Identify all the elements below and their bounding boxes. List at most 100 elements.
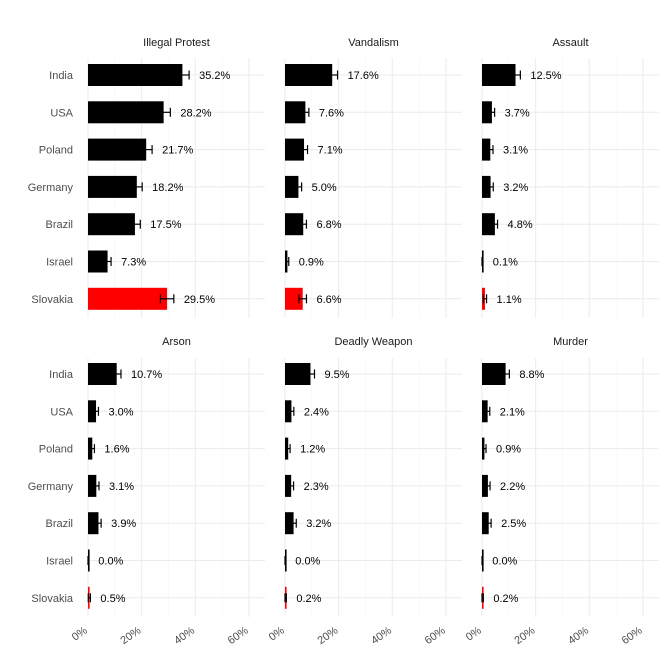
bar-vandalism-germany xyxy=(285,175,299,198)
x-tick-label: 40% xyxy=(369,625,394,648)
error-bar xyxy=(93,481,100,491)
bar-arson-usa xyxy=(88,400,97,423)
data-label: 2.5% xyxy=(501,518,526,530)
bar-deadly-weapon-india xyxy=(285,363,311,385)
bar-illegal-protest-slovakia xyxy=(88,287,168,310)
facet-title: Illegal Protest xyxy=(143,37,210,49)
error-bar xyxy=(139,145,153,155)
x-tick-label: 60% xyxy=(620,625,645,648)
bar-murder-germany xyxy=(482,474,488,497)
data-label: 2.3% xyxy=(304,481,329,493)
data-label: 3.9% xyxy=(111,518,136,530)
error-bar xyxy=(326,70,339,80)
data-label: 29.5% xyxy=(184,294,215,306)
data-label: 18.2% xyxy=(152,182,183,194)
error-bar xyxy=(285,257,290,266)
data-label: 0.9% xyxy=(496,444,521,456)
category-label: Israel xyxy=(46,257,73,269)
bar-illegal-protest-usa xyxy=(88,101,164,124)
error-bar xyxy=(156,107,171,117)
bar-murder-usa xyxy=(482,400,488,423)
bar-illegal-protest-poland xyxy=(88,138,147,161)
x-tick-label: 60% xyxy=(226,625,251,648)
error-bar xyxy=(301,107,310,117)
bar-illegal-protest-india xyxy=(88,64,183,86)
bar-assault-india xyxy=(482,64,516,86)
category-label: India xyxy=(49,369,74,381)
facet-title: Vandalism xyxy=(348,37,399,49)
error-bar xyxy=(501,369,510,379)
facet-title: Murder xyxy=(553,336,588,348)
facet-vandalism: Vandalism 17.6% 7.6% 7.1% 5.0% 6.8% 0.9% 6.6% xyxy=(284,37,462,318)
error-bar xyxy=(111,369,122,379)
data-label: 6.6% xyxy=(316,294,341,306)
error-bar xyxy=(130,182,143,192)
category-label: USA xyxy=(50,107,73,119)
x-tick-label: 0% xyxy=(464,625,484,644)
data-label: 0.2% xyxy=(493,593,518,605)
error-bar xyxy=(87,593,92,603)
error-bar xyxy=(284,593,287,603)
x-tick-label: 0% xyxy=(267,625,287,644)
data-label: 10.7% xyxy=(131,369,162,381)
error-bar xyxy=(487,182,494,192)
data-label: 0.0% xyxy=(492,556,517,568)
data-label: 1.2% xyxy=(300,444,325,456)
facet-assault: Assault 12.5% 3.7% 3.1% 3.2% 4.8% 0.1% 1.1% xyxy=(481,37,659,318)
error-bar xyxy=(305,369,316,379)
error-bar xyxy=(95,518,102,528)
bar-arson-india xyxy=(88,363,117,385)
error-bar xyxy=(481,257,484,266)
category-label: Israel xyxy=(46,556,73,568)
error-bar xyxy=(93,406,100,416)
data-label: 1.6% xyxy=(104,444,129,456)
facet-arson: Arson 10.7% 3.0% 1.6% 3.1% 3.9% 0.0% 0.5% India U… xyxy=(28,336,265,647)
error-bar xyxy=(285,444,291,454)
error-bar xyxy=(485,481,491,491)
error-bar xyxy=(485,518,492,528)
category-label: Brazil xyxy=(45,219,73,231)
data-label: 0.2% xyxy=(296,593,321,605)
error-bar xyxy=(491,219,499,229)
bar-vandalism-usa xyxy=(285,101,306,124)
data-label: 0.0% xyxy=(295,556,320,568)
bar-assault-germany xyxy=(482,175,491,198)
bar-vandalism-slovakia xyxy=(285,287,303,310)
category-label: Slovakia xyxy=(31,593,73,605)
category-label: India xyxy=(49,70,74,82)
x-tick-label: 60% xyxy=(423,625,448,648)
error-bar xyxy=(482,294,488,304)
data-label: 17.5% xyxy=(150,219,181,231)
error-bar xyxy=(510,70,521,80)
error-bar xyxy=(487,145,494,155)
data-label: 0.0% xyxy=(98,556,123,568)
error-bar xyxy=(175,70,190,80)
category-label: Slovakia xyxy=(31,294,73,306)
bar-murder-brazil xyxy=(482,512,489,535)
error-bar xyxy=(299,145,309,155)
data-label: 21.7% xyxy=(162,145,193,157)
error-bar xyxy=(128,219,141,229)
bar-vandalism-india xyxy=(285,64,333,86)
error-bar xyxy=(89,444,96,454)
facet-murder: Murder 8.8% 2.1% 0.9% 2.2% 2.5% 0.0% 0.2% 0% 20% 4… xyxy=(464,336,659,647)
x-tick-label: 20% xyxy=(512,625,537,648)
bar-assault-usa xyxy=(482,101,492,124)
data-label: 6.8% xyxy=(316,219,341,231)
data-label: 0.5% xyxy=(100,593,125,605)
data-label: 35.2% xyxy=(199,70,230,82)
error-bar xyxy=(103,257,112,266)
facet-illegal-protest: Illegal Protest 35.2% 28.2% 21.7% 18.2% 17.5%… xyxy=(28,37,265,318)
facet-deadly-weapon: Deadly Weapon 9.5% 2.4% 1.2% 2.3% 3.2% 0.0% 0.2… xyxy=(267,336,462,647)
data-label: 5.0% xyxy=(312,182,337,194)
bar-vandalism-brazil xyxy=(285,213,304,236)
error-bar xyxy=(481,593,484,603)
x-tick-label: 0% xyxy=(70,625,90,644)
data-label: 3.2% xyxy=(306,518,331,530)
data-label: 2.1% xyxy=(500,406,525,418)
error-bar xyxy=(299,219,308,229)
data-label: 3.0% xyxy=(108,406,133,418)
bar-vandalism-poland xyxy=(285,138,305,161)
data-label: 4.8% xyxy=(508,219,533,231)
